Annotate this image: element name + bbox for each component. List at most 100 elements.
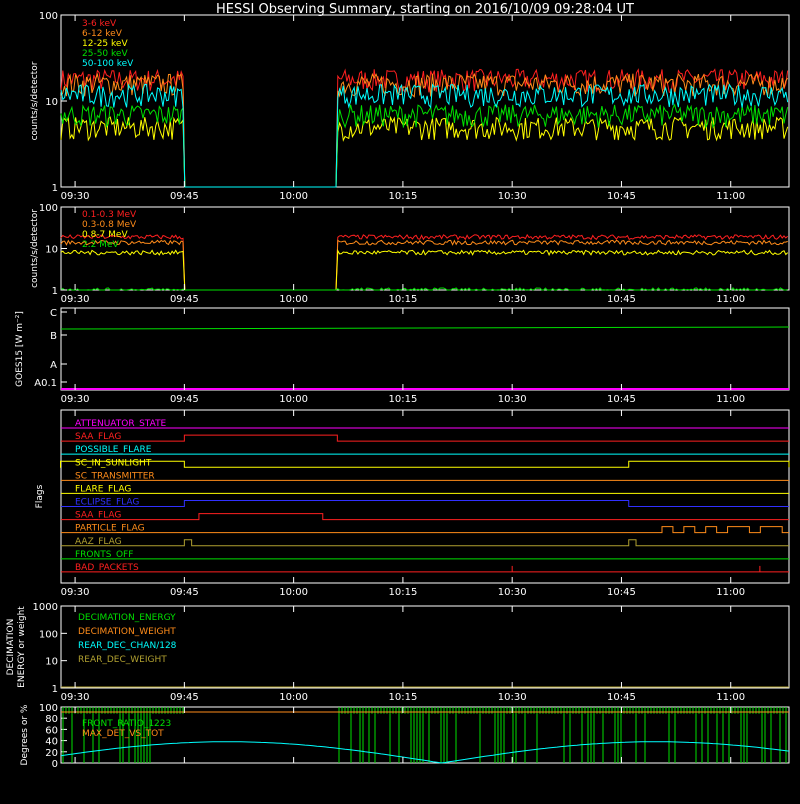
y-tick-label: 0: [52, 759, 58, 770]
flag-line: [61, 513, 789, 521]
y-tick-label: A0.1: [34, 378, 57, 389]
flag-label: SC_TRANSMITTER: [75, 471, 155, 481]
y-axis-label: DECIMATION: [6, 619, 16, 676]
time-tick-label: 10:00: [279, 692, 308, 703]
flag-line: [61, 434, 789, 442]
time-tick-label: 09:30: [61, 191, 90, 202]
y-tick-label: 10: [45, 657, 58, 668]
time-tick-label: 09:45: [170, 587, 199, 598]
legend-entry: FRONT_RATIO_1223: [82, 719, 171, 729]
legend-entry: 2.2 MeV: [82, 240, 119, 250]
flag-line: [60, 460, 790, 468]
series-0.3-0.8-MeV: [60, 239, 788, 291]
time-tick-label: 10:45: [607, 587, 636, 598]
time-tick-label: 10:30: [498, 294, 527, 305]
legend-entry: 6-12 keV: [82, 29, 123, 39]
legend-entry: 0.3-0.8 MeV: [82, 220, 137, 230]
y-tick-label: 10: [45, 245, 58, 256]
time-tick-label: 11:00: [716, 587, 745, 598]
time-tick-label: 09:45: [170, 191, 199, 202]
legend-entry: 50-100 keV: [82, 59, 134, 69]
time-tick-label: 09:45: [170, 692, 199, 703]
flag-label: ECLIPSE_FLAG: [75, 498, 139, 508]
time-tick-label: 10:30: [498, 692, 527, 703]
time-tick-label: 10:45: [607, 294, 636, 305]
series-12-25-keV: [60, 115, 789, 188]
y-axis-label: counts/s/detector: [30, 209, 40, 288]
legend-entry: 12-25 keV: [82, 39, 128, 49]
time-tick-label: 10:15: [388, 587, 417, 598]
time-tick-label: 10:45: [607, 692, 636, 703]
legend-entry: 0.1-0.3 MeV: [82, 210, 137, 220]
y-tick-label: 40: [45, 737, 58, 748]
time-tick-label: 10:00: [279, 294, 308, 305]
series-50-100-keV: [60, 83, 789, 188]
y-tick-label: 100: [39, 703, 58, 714]
y-axis-label: Degrees or %: [20, 704, 30, 765]
time-tick-label: 11:00: [716, 191, 745, 202]
time-tick-label: 11:00: [716, 692, 745, 703]
panel-5-frame: [60, 605, 790, 689]
series-2.2-MeV: [60, 287, 788, 291]
y-tick-label: 60: [45, 725, 58, 736]
time-tick-label: 10:15: [388, 692, 417, 703]
series-0.8-7-MeV: [60, 248, 789, 291]
time-tick-label: 09:45: [170, 394, 199, 405]
flag-label: BAD_PACKETS: [75, 563, 139, 573]
flag-label: PARTICLE_FLAG: [75, 524, 145, 534]
flag-label: FLARE_FLAG: [75, 484, 131, 494]
series-goes: [60, 326, 790, 330]
flag-label: SAA_FLAG: [75, 432, 121, 442]
flag-line: [61, 539, 789, 547]
y-tick-label: 100: [39, 203, 58, 214]
y-tick-label: 100: [39, 629, 58, 640]
y-tick-label: 1: [52, 286, 58, 297]
y-axis-label: counts/s/detector: [30, 61, 40, 140]
time-tick-label: 09:30: [61, 394, 90, 405]
legend-entry: 3-6 keV: [82, 19, 117, 29]
legend-entry: 0.8-7 MeV: [82, 230, 128, 240]
flag-label: AAZ_FLAG: [75, 537, 122, 547]
y-tick-label: C: [50, 308, 57, 319]
time-tick-label: 11:00: [716, 394, 745, 405]
time-tick-label: 10:00: [279, 587, 308, 598]
time-tick-label: 09:30: [61, 692, 90, 703]
y-tick-label: 80: [45, 714, 58, 725]
y-tick-label: 20: [45, 748, 58, 759]
time-tick-label: 10:45: [607, 394, 636, 405]
legend-entry: DECIMATION_WEIGHT: [78, 627, 176, 637]
time-tick-label: 09:30: [61, 587, 90, 598]
time-tick-label: 09:30: [61, 294, 90, 305]
flag-label: ATTENUATOR_STATE: [75, 419, 167, 429]
flag-label: SC_IN_SUNLIGHT: [75, 458, 152, 468]
legend-entry: DECIMATION_ENERGY: [78, 613, 176, 623]
time-tick-label: 10:00: [279, 394, 308, 405]
y-axis-label: GOES15 [W m⁻²]: [15, 311, 25, 387]
time-tick-label: 10:15: [388, 394, 417, 405]
panel-2-frame: [60, 206, 790, 291]
legend-entry: REAR_DEC_WEIGHT: [78, 655, 167, 665]
time-tick-label: 10:30: [498, 587, 527, 598]
series-3-6-keV: [60, 68, 789, 188]
time-tick-label: 10:45: [607, 191, 636, 202]
y-tick-label: 1: [52, 183, 58, 194]
y-axis-label: ENERGY or weight: [17, 606, 27, 688]
flag-line: [61, 526, 789, 534]
series-0.1-0.3-MeV: [60, 233, 789, 291]
series-25-50-keV: [60, 103, 789, 188]
time-tick-label: 09:45: [170, 294, 199, 305]
figure-title: HESSI Observing Summary, starting on 201…: [216, 2, 634, 17]
y-axis-label: Flags: [35, 484, 45, 508]
time-tick-label: 10:30: [498, 191, 527, 202]
panel-4-frame: [60, 409, 790, 584]
y-tick-label: 100: [39, 11, 58, 22]
time-tick-label: 10:15: [388, 191, 417, 202]
flag-label: POSSIBLE_FLARE: [75, 445, 152, 455]
flag-label: SAA_FLAG: [75, 511, 121, 521]
y-tick-label: A: [50, 360, 57, 371]
flag-label: FRONTS_OFF: [75, 550, 133, 560]
legend-entry: 25-50 keV: [82, 49, 128, 59]
flag-line: [61, 500, 789, 507]
y-tick-label: 1: [52, 684, 58, 695]
